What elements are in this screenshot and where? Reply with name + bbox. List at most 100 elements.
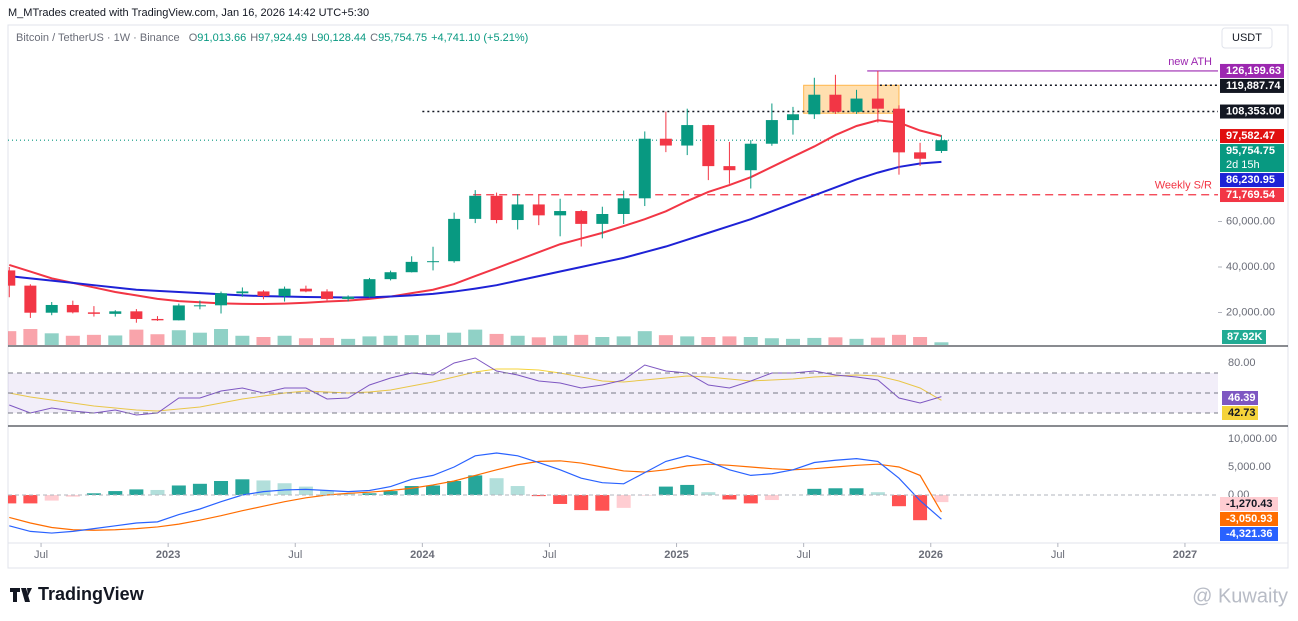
volume-bar [108,335,123,345]
currency[interactable]: USDT [1232,32,1262,44]
volume-bar [891,334,906,345]
volume-bar [616,336,631,345]
x-tick-label: 2026 [919,549,943,561]
candle-body [448,218,461,262]
macd-histogram [828,488,843,495]
x-tick-label: 2024 [410,549,435,561]
candle-body [172,305,185,321]
y-tick-label: 60,000.00 [1226,215,1275,227]
volume-bar [680,336,695,345]
candle-body [490,195,503,221]
volume-label-bg [1222,330,1266,344]
macd-histogram [658,486,673,495]
candle-body [808,94,821,115]
price-label: 97,582.47 [1226,130,1275,142]
candle-body [765,120,778,144]
candle-body [257,291,270,297]
moving-average [8,119,942,306]
candle-body [596,213,609,224]
price-label-bg [1220,188,1284,203]
macd-label-bg [1220,512,1278,526]
macd-histogram [722,494,737,500]
volume-bar [574,334,589,345]
candle-body [829,94,842,112]
macd-histogram [637,494,652,496]
volume-bar [913,337,928,345]
volume-bar [743,337,758,345]
volume-bar [256,337,271,345]
macd-histogram [171,485,186,495]
volume-bar [553,335,568,345]
macd-histogram [595,494,610,511]
volume-bar [277,335,292,345]
macd-label-bg [1220,527,1278,541]
volume-bar [86,334,101,345]
volume-bar [150,334,165,345]
x-tick-label: Jul [1051,549,1065,561]
price-label-bg [1220,104,1284,119]
volume-bar [235,335,250,345]
x-tick-label: Jul [34,549,48,561]
candle-body [786,114,799,121]
candle-body [45,304,58,313]
volume-bar [764,338,779,345]
candle-body [617,198,630,214]
macd-histogram [298,486,313,495]
macd-histogram [616,494,631,508]
ohlc-value: 95,754.75 [378,32,427,44]
macd-histogram [277,483,292,495]
macd-histogram [531,494,546,497]
watermark: @ Kuwaity [1192,585,1288,607]
macd-histogram [23,494,38,504]
macd-label: -1,270.43 [1226,498,1272,510]
ohlc-key: C [370,32,378,44]
credit: M_MTrades created with TradingView.com, … [8,7,369,19]
volume-bar [171,330,186,345]
price-label: 86,230.95 [1226,174,1275,186]
volume-bar [658,335,673,345]
volume-bar [298,338,313,345]
volume-bar [489,333,504,345]
macd-histogram [849,488,864,495]
rsi-label: 42.73 [1228,407,1256,419]
x-tick-label: Jul [797,549,811,561]
price-label-bg [1220,78,1284,93]
macd-signal [9,460,942,531]
rsi-label-bg [1222,406,1258,420]
macd-histogram [150,489,165,495]
candle-body [723,166,736,171]
macd-histogram [108,491,123,495]
macd-histogram [913,494,928,521]
x-tick-label: 2025 [664,549,688,561]
macd-histogram [870,492,885,495]
candle-body [702,125,715,167]
candle-body [321,291,334,299]
macd-histogram [489,478,504,495]
macd-tick-label: 5,000.00 [1228,461,1271,473]
x-tick-label: 2027 [1173,549,1197,561]
volume-bar [320,337,335,345]
candle-body [109,311,122,314]
macd-label: -4,321.36 [1226,528,1272,540]
macd-histogram [680,484,695,495]
candle-body [744,143,757,171]
candle-body [87,312,100,314]
ohlc-key: H [250,32,258,44]
candle-body [299,288,312,292]
macd-histogram [891,494,906,507]
volume-bar [65,335,80,345]
volume-bar [637,331,652,345]
volume-bar [701,337,716,345]
price-label-bg [1220,144,1284,173]
currency-button[interactable] [1221,27,1273,49]
volume-bar [595,337,610,345]
price-label-bg [1220,173,1284,188]
macd-label-bg [1220,497,1278,511]
candle-body [850,98,863,112]
candle-body [151,318,164,321]
volume-bar [129,329,144,345]
macd-histogram [468,475,483,495]
volume-bar [341,338,356,345]
level-note: Weekly S/R [1155,180,1212,192]
y-tick-label: 20,000.00 [1226,306,1275,318]
